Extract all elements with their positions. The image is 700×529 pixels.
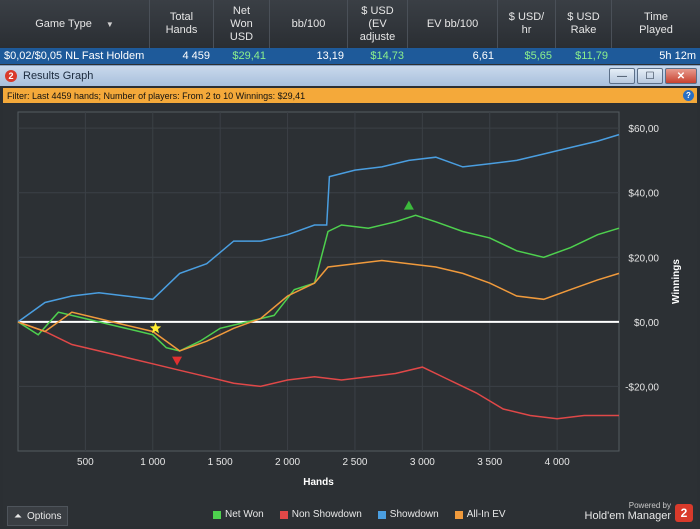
column-header-bb100[interactable]: bb/100 (270, 0, 348, 48)
series-line-net-won (17, 214, 620, 352)
window-controls: — ☐ ✕ (609, 68, 697, 84)
series-line-all-in-ev (17, 259, 620, 352)
column-header-net-won[interactable]: Net Won USD (214, 0, 270, 48)
chart-legend: Net Won Non Showdown Showdown All-In EV (213, 509, 506, 520)
legend-item-all-in-ev[interactable]: All-In EV (454, 509, 506, 520)
x-axis-label: Hands (303, 477, 334, 488)
column-header-game-type[interactable]: Game Type ▼ (0, 0, 150, 48)
close-button[interactable]: ✕ (665, 68, 697, 84)
column-header-time-played[interactable]: Time Played (639, 11, 673, 36)
series-line-non-showdown (17, 321, 619, 420)
column-header-ev-adjusted[interactable]: $ USD (EV adjuste (348, 0, 408, 48)
table-row[interactable]: $0,02/$0,05 NL Fast Holdem 4 459 $29,41 … (0, 48, 700, 64)
y-tick-label: $20,00 (628, 253, 659, 264)
brand-name: Hold'em Manager (584, 510, 671, 522)
minimize-button[interactable]: — (609, 68, 635, 84)
cell-bb100: 13,19 (316, 50, 344, 62)
x-tick-label: 3 000 (410, 457, 435, 468)
x-tick-label: 2 000 (275, 457, 300, 468)
y-axis-label: Winnings (671, 259, 682, 304)
legend-swatch (377, 510, 386, 519)
cell-usd-rake: $11,79 (575, 50, 608, 62)
column-header-label: Game Type (35, 17, 92, 30)
legend-item-non-showdown[interactable]: Non Showdown (279, 509, 362, 520)
stats-table-header: Game Type ▼ Total Hands Net Won USD bb/1… (0, 0, 700, 49)
filter-bar[interactable]: Filter: Last 4459 hands; Number of playe… (3, 88, 697, 103)
series-line-showdown (17, 133, 620, 323)
x-tick-label: 2 500 (342, 457, 367, 468)
column-header-usd-rake[interactable]: $ USD Rake (556, 0, 612, 48)
filter-text: Filter: Last 4459 hands; Number of playe… (7, 90, 306, 101)
column-header-usd-hr[interactable]: $ USD/ hr (498, 0, 556, 48)
results-chart[interactable]: 500 1 000 1 500 2 000 2 500 3 000 3 500 4 000 -$… (3, 104, 697, 499)
x-tick-label: 1 500 (208, 457, 233, 468)
options-icon: ⏶ (14, 510, 22, 522)
window-title: Results Graph (23, 70, 94, 82)
cell-time-played: 5h 12m (659, 50, 696, 62)
legend-swatch (213, 510, 221, 519)
cell-ev-adjusted: $14,73 (370, 50, 404, 62)
legend-label: Net Won (225, 509, 264, 520)
cell-usd-hr: $5,65 (524, 50, 552, 62)
up-triangle-marker (403, 200, 414, 210)
column-header-ev-bb100[interactable]: EV bb/100 (408, 0, 498, 48)
maximize-button[interactable]: ☐ (637, 68, 663, 84)
x-tick-label: 500 (77, 457, 94, 468)
options-label: Options (27, 510, 62, 522)
y-tick-label: $60,00 (628, 124, 659, 135)
x-tick-label: 4 000 (545, 457, 570, 468)
powered-by-text: Powered by (628, 501, 671, 510)
chevron-down-icon[interactable]: ▼ (105, 19, 114, 29)
help-icon[interactable]: ? (683, 90, 694, 101)
y-tick-label: $0,00 (634, 318, 659, 329)
legend-label: Non Showdown (291, 509, 362, 520)
legend-swatch (279, 510, 288, 519)
options-button[interactable]: ⏶ Options (7, 506, 69, 526)
plot-area (17, 111, 620, 452)
window-titlebar[interactable]: 2 Results Graph — ☐ ✕ (0, 65, 700, 86)
cell-ev-bb100: 6,61 (472, 50, 494, 62)
down-triangle-marker (172, 356, 183, 366)
legend-item-showdown[interactable]: Showdown (377, 509, 439, 520)
y-tick-label: $40,00 (628, 189, 659, 200)
powered-by: Powered by Hold'em Manager (584, 501, 671, 522)
results-graph-panel: 500 1 000 1 500 2 000 2 500 3 000 3 500 4 000 -$… (3, 104, 697, 526)
x-tick-label: 3 500 (477, 457, 502, 468)
star-marker (149, 322, 162, 334)
y-tick-label: -$20,00 (625, 382, 659, 393)
legend-label: Showdown (389, 509, 439, 520)
brand-logo-icon: 2 (675, 504, 693, 522)
cell-total-hands: 4 459 (182, 50, 210, 62)
x-tick-label: 1 000 (140, 457, 165, 468)
legend-label: All-In EV (466, 509, 506, 520)
legend-item-net-won[interactable]: Net Won (213, 509, 264, 520)
column-header-total-hands[interactable]: Total Hands (150, 0, 214, 48)
cell-game-type: $0,02/$0,05 NL Fast Holdem (4, 50, 145, 62)
holdem-manager-icon: 2 (5, 70, 17, 82)
cell-net-won: $29,41 (232, 50, 266, 62)
legend-swatch (454, 510, 463, 519)
